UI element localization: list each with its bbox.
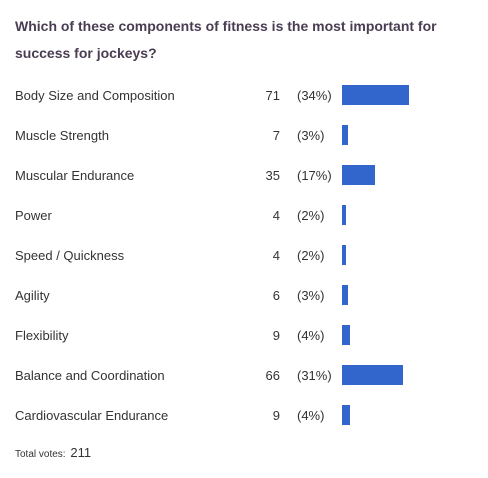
option-result-bar bbox=[342, 365, 403, 385]
option-result-bar bbox=[342, 245, 346, 265]
option-result-bar bbox=[342, 85, 409, 105]
option-percent: (4%) bbox=[297, 328, 325, 343]
option-vote-count: 4 bbox=[272, 248, 280, 263]
option-bar-track bbox=[342, 325, 488, 345]
option-vote-count: 9 bbox=[272, 408, 280, 423]
option-result-bar bbox=[342, 125, 348, 145]
option-bar-track bbox=[342, 285, 488, 305]
poll-option-cardiovascular-endurance: Cardiovascular Endurance 9 (4%) bbox=[0, 395, 488, 435]
option-percent: (34%) bbox=[297, 88, 332, 103]
poll-option-speed-quickness: Speed / Quickness 4 (2%) bbox=[0, 235, 488, 275]
option-vote-count: 71 bbox=[265, 88, 280, 103]
option-bar-track bbox=[342, 205, 488, 225]
option-bar-track bbox=[342, 365, 488, 385]
option-percent: (3%) bbox=[297, 288, 325, 303]
option-result-bar bbox=[342, 285, 348, 305]
option-label: Power bbox=[15, 208, 52, 223]
option-bar-track bbox=[342, 85, 488, 105]
option-vote-count: 4 bbox=[272, 208, 280, 223]
option-bar-track bbox=[342, 245, 488, 265]
poll-options: Body Size and Composition 71 (34%) Muscl… bbox=[0, 75, 488, 435]
option-label: Flexibility bbox=[15, 328, 69, 343]
option-label: Balance and Coordination bbox=[15, 368, 165, 383]
option-percent: (2%) bbox=[297, 208, 325, 223]
option-label: Speed / Quickness bbox=[15, 248, 125, 263]
option-result-bar bbox=[342, 165, 375, 185]
option-vote-count: 9 bbox=[272, 328, 280, 343]
poll-option-body-size-and-composition: Body Size and Composition 71 (34%) bbox=[0, 75, 488, 115]
option-vote-count: 7 bbox=[272, 128, 280, 143]
option-bar-track bbox=[342, 165, 488, 185]
total-votes-count: 211 bbox=[70, 445, 92, 460]
option-percent: (31%) bbox=[297, 368, 332, 383]
option-percent: (17%) bbox=[297, 168, 332, 183]
option-label: Agility bbox=[15, 288, 50, 303]
option-vote-count: 66 bbox=[265, 368, 280, 383]
total-votes-label: Total votes: bbox=[15, 449, 66, 460]
option-label: Body Size and Composition bbox=[15, 88, 175, 103]
total-votes: Total votes: 211 bbox=[15, 445, 91, 460]
option-result-bar bbox=[342, 325, 350, 345]
poll-option-flexibility: Flexibility 9 (4%) bbox=[0, 315, 488, 355]
poll-option-muscular-endurance: Muscular Endurance 35 (17%) bbox=[0, 155, 488, 195]
option-result-bar bbox=[342, 205, 346, 225]
poll-option-agility: Agility 6 (3%) bbox=[0, 275, 488, 315]
option-percent: (3%) bbox=[297, 128, 325, 143]
option-label: Cardiovascular Endurance bbox=[15, 408, 169, 423]
option-percent: (2%) bbox=[297, 248, 325, 263]
option-result-bar bbox=[342, 405, 350, 425]
option-bar-track bbox=[342, 405, 488, 425]
poll-question: Which of these components of fitness is … bbox=[15, 18, 437, 61]
option-label: Muscle Strength bbox=[15, 128, 109, 143]
poll-option-power: Power 4 (2%) bbox=[0, 195, 488, 235]
option-label: Muscular Endurance bbox=[15, 168, 135, 183]
option-percent: (4%) bbox=[297, 408, 325, 423]
poll-option-balance-and-coordination: Balance and Coordination 66 (31%) bbox=[0, 355, 488, 395]
poll-option-muscle-strength: Muscle Strength 7 (3%) bbox=[0, 115, 488, 155]
option-vote-count: 6 bbox=[272, 288, 280, 303]
option-vote-count: 35 bbox=[265, 168, 280, 183]
option-bar-track bbox=[342, 125, 488, 145]
